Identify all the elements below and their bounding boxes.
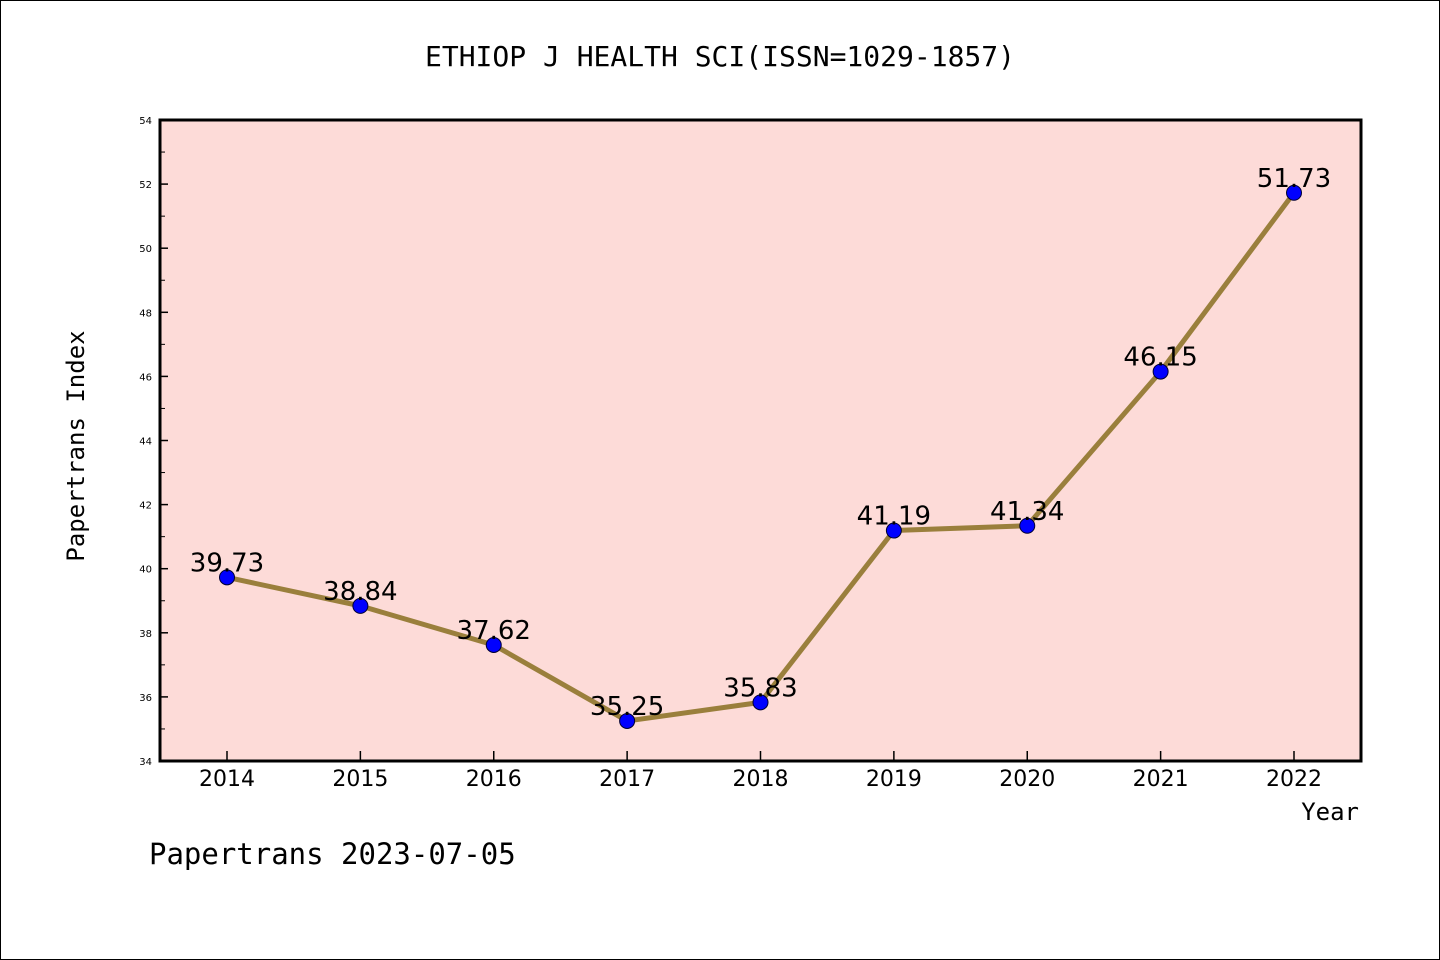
- data-label: 41.19: [857, 502, 931, 532]
- y-axis: 34 36 38 40 42 44 46 48 50 52 54: [139, 116, 168, 768]
- data-label: 41.34: [990, 497, 1064, 527]
- y-tick-label: 38: [139, 629, 152, 640]
- y-tick-label: 46: [139, 372, 152, 383]
- x-tick-label: 2021: [1133, 767, 1189, 792]
- data-label: 38.84: [323, 577, 397, 607]
- data-label: 37.62: [457, 616, 531, 646]
- data-point: [1152, 363, 1169, 380]
- chart-title: ETHIOP J HEALTH SCI(ISSN=1029-1857): [425, 40, 1015, 73]
- data-label: 35.83: [723, 673, 797, 703]
- y-tick-label: 50: [139, 244, 152, 255]
- y-tick-label: 34: [139, 757, 152, 768]
- y-axis-label: Papertrans Index: [62, 330, 90, 561]
- x-tick-label: 2022: [1266, 767, 1322, 792]
- y-tick-label: 42: [139, 501, 152, 512]
- x-tick-label: 2017: [599, 767, 655, 792]
- data-label: 46.15: [1123, 343, 1197, 373]
- data-label: 39.73: [190, 548, 264, 578]
- data-point: [219, 569, 235, 586]
- data-point: [619, 712, 636, 729]
- x-tick-label: 2019: [866, 767, 922, 792]
- y-tick-label: 52: [139, 180, 152, 191]
- data-point: [485, 636, 502, 653]
- y-tick-label: 54: [139, 116, 152, 127]
- data-point: [752, 694, 769, 711]
- y-tick-label: 36: [139, 693, 152, 704]
- data-point: [1019, 517, 1036, 534]
- data-point: [885, 522, 902, 539]
- x-tick-label: 2015: [332, 767, 388, 792]
- watermark-text: Papertrans 2023-07-05: [149, 837, 516, 871]
- x-tick-label: 2018: [733, 767, 789, 792]
- data-point: [1286, 184, 1302, 201]
- series-markers: [219, 184, 1302, 729]
- x-tick-label: 2016: [466, 767, 522, 792]
- y-tick-label: 40: [139, 565, 152, 576]
- plot-area: [158, 118, 1363, 763]
- x-axis-label: Year: [1301, 798, 1359, 826]
- x-axis: 2014 2015 2016 2017 2018 2019 2020 2021 2022: [199, 751, 1322, 792]
- data-label: 51.73: [1257, 164, 1331, 194]
- data-label: 35.25: [590, 692, 664, 722]
- x-tick-label: 2020: [999, 767, 1055, 792]
- data-labels: 39.73 38.84 37.62 35.25 35.83 41.19 41.34 46.15…: [190, 164, 1331, 722]
- y-tick-label: 44: [139, 437, 152, 448]
- x-tick-label: 2014: [199, 767, 255, 792]
- data-point: [352, 597, 369, 614]
- y-tick-label: 48: [139, 308, 152, 319]
